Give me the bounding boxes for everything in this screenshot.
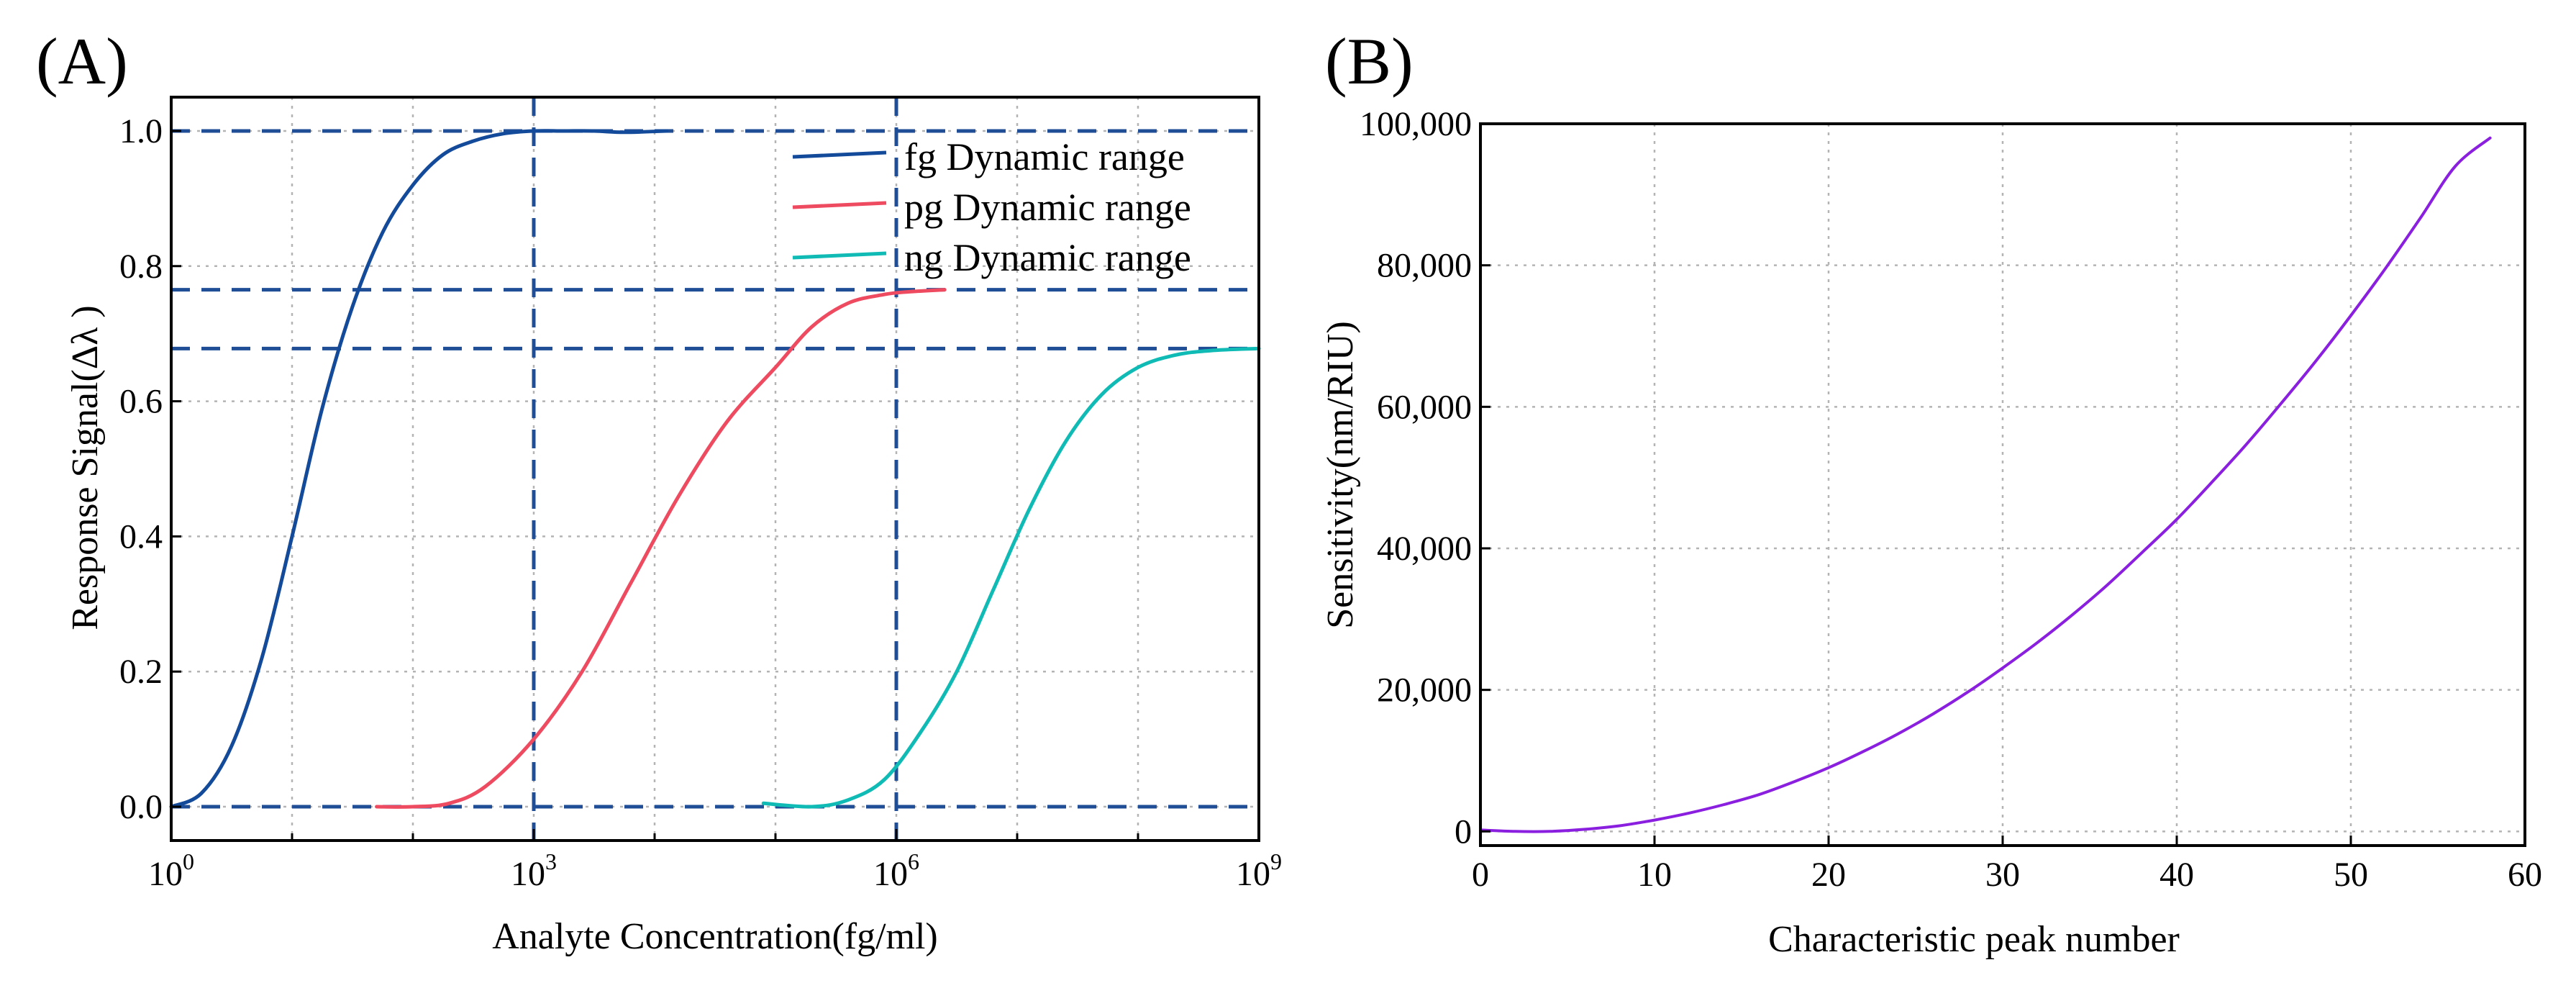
panel-b-x-tick-label: 40 [2159, 856, 2194, 894]
panel-b-x-tick-label: 30 [1985, 856, 2020, 894]
panel-b-x-tick-labels: 0 10 20 30 40 50 60 [1472, 856, 2542, 894]
panel-b-series-line-1 [1479, 136, 2492, 833]
panel-a-y-tick-label: 0.2 [119, 653, 163, 691]
panel-b-y-tick-label: 60,000 [1377, 388, 1472, 426]
panel-a-series-line-2 [375, 288, 947, 809]
panel-a-x-axis-title: Analyte Concentration(fg/ml) [492, 916, 937, 957]
panel-a-y-tick-label: 0.4 [119, 517, 163, 556]
panel-b-y-tick-label: 40,000 [1377, 530, 1472, 568]
panel-a-series-line-1 [169, 129, 669, 809]
panel-a-x-tick-label: 109 [1236, 848, 1282, 893]
panel-a-y-tick-labels: 0.0 0.2 0.4 0.6 0.8 1.0 [119, 112, 163, 826]
panel-b-y-axis-title: Sensitivity(nm/RIU) [1320, 321, 1361, 629]
panel-a-y-axis-title: Response Signal(Δλ ) [65, 305, 106, 630]
panel-a-y-tick-label: 0.6 [119, 383, 163, 421]
panel-a-legend-label: fg Dynamic range [904, 135, 1185, 178]
panel-a-legend-swatch [792, 201, 887, 209]
panel-a-x-tick-label: 103 [511, 848, 557, 893]
panel-a-y-tick-label: 1.0 [119, 112, 163, 150]
panel-a-series-line-3 [761, 346, 1261, 809]
panel-a-x-tick-label: 100 [148, 848, 194, 893]
panel-b-y-tick-label: 80,000 [1377, 247, 1472, 285]
panel-b-ticks [1479, 122, 2526, 846]
panel-a-y-tick-label: 0.8 [119, 248, 163, 286]
panel-a-x-tick-label: 106 [873, 848, 919, 893]
panel-a-legend-label: pg Dynamic range [904, 186, 1191, 229]
panel-a-legend: fg Dynamic range pg Dynamic range ng Dynam… [792, 135, 1191, 279]
panel-a-label: (A) [36, 24, 128, 98]
panel-b: (B) 0 20,000 40,000 60,000 80,000 100,000 0 10… [1320, 24, 2542, 960]
panel-b-y-tick-label: 100,000 [1360, 105, 1472, 143]
panel-b-y-tick-label: 20,000 [1377, 671, 1472, 710]
panel-b-x-tick-label: 20 [1811, 856, 1846, 894]
panel-a-y-tick-label: 0.0 [119, 788, 163, 826]
panel-b-x-tick-label: 0 [1472, 856, 1489, 894]
panel-a-ticks [170, 130, 1260, 841]
panel-b-series [1479, 136, 2492, 833]
panel-a-legend-label: ng Dynamic range [904, 236, 1191, 279]
panel-a-reference-lines [171, 97, 1259, 841]
panel-a-x-tick-labels: 100 103 106 109 [148, 848, 1282, 893]
panel-b-x-tick-label: 50 [2334, 856, 2368, 894]
panel-b-x-tick-label: 10 [1637, 856, 1672, 894]
panel-a: (A) 0.0 0.2 0.4 0.6 0.8 1.0 100 103 106 109 fg D… [36, 24, 1282, 957]
panel-a-series [169, 129, 1261, 809]
panel-b-x-tick-label: 60 [2508, 856, 2542, 894]
panel-b-grid [1479, 122, 2526, 846]
panel-a-legend-swatch [792, 150, 887, 159]
panel-a-legend-swatch [792, 251, 887, 260]
panel-b-x-axis-title: Characteristic peak number [1768, 919, 2180, 960]
panel-a-plot-frame [170, 96, 1260, 842]
panel-b-label: (B) [1325, 24, 1414, 98]
panel-b-y-tick-label: 0 [1455, 812, 1472, 851]
panel-b-y-tick-labels: 0 20,000 40,000 60,000 80,000 100,000 [1360, 105, 1472, 851]
